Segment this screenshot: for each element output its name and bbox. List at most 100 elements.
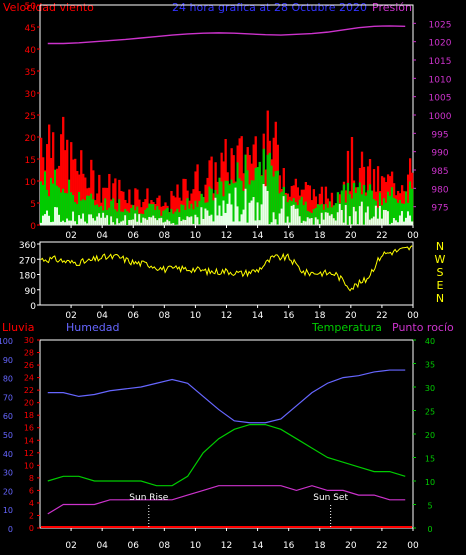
wind-avg-bar xyxy=(90,193,93,225)
wind-low-bar xyxy=(182,219,185,225)
wind-gust-bar xyxy=(176,184,179,225)
wind-avg-bar xyxy=(74,202,77,225)
wind-gust-bar xyxy=(102,187,105,225)
wind-avg-bar xyxy=(164,209,167,225)
wind-low-bar xyxy=(206,210,209,225)
wind-avg-bar xyxy=(332,205,336,225)
wind-avg-bar xyxy=(50,177,53,225)
wind-avg-bar xyxy=(256,167,259,225)
wind-avg-bar xyxy=(284,194,287,225)
wind-low-bar xyxy=(178,217,181,225)
wind-low-bar xyxy=(74,221,77,225)
wind-low-bar xyxy=(400,211,404,225)
wind-low-bar xyxy=(278,213,281,225)
wind-gust-bar xyxy=(294,178,297,225)
wind-low-bar xyxy=(132,219,135,225)
wind-low-bar xyxy=(224,212,227,225)
wind-avg-bar xyxy=(62,188,65,225)
wind-avg-bar xyxy=(376,207,380,225)
wind-avg-bar xyxy=(184,209,187,225)
wind-low-bar xyxy=(326,212,330,225)
sun-set-label: Sun Set xyxy=(313,493,348,503)
rain-tick-label: 2 xyxy=(29,511,34,520)
wind-avg-bar xyxy=(336,192,340,225)
sun-rise-label: Sun Rise xyxy=(129,493,168,503)
wind-gust-bar xyxy=(142,201,145,225)
wind-avg-bar xyxy=(130,208,133,225)
rain-tick-label: 24 xyxy=(24,374,34,383)
wind-low-bar xyxy=(318,223,322,225)
direction-tick-label: 0 xyxy=(30,302,36,312)
wind-avg-bar xyxy=(60,192,63,225)
wind-low-bar xyxy=(338,204,342,225)
direction-x-tick-label: 06 xyxy=(128,311,140,321)
wind-avg-bar xyxy=(208,186,211,225)
wind-gust-bar xyxy=(184,178,187,225)
wind-avg-bar xyxy=(158,209,161,225)
wind-low-bar xyxy=(382,209,386,225)
wind-low-bar xyxy=(376,218,380,225)
wind-low-bar xyxy=(154,218,157,225)
wind-avg-bar xyxy=(78,191,81,225)
wind-low-bar xyxy=(42,215,45,225)
wind-low-bar xyxy=(180,221,183,225)
wind-low-bar xyxy=(214,197,217,225)
humidity-x-tick-label: 22 xyxy=(376,541,387,551)
temperature-tick-label: 20 xyxy=(425,431,435,440)
wind-avg-bar xyxy=(260,175,263,225)
temperature-line xyxy=(47,424,406,487)
wind-avg-bar xyxy=(112,198,115,225)
direction-x-tick-label: 20 xyxy=(345,311,357,321)
wind-avg-bar xyxy=(388,195,392,225)
wind-tick-label: 35 xyxy=(25,68,36,78)
wind-avg-bar xyxy=(148,203,151,225)
wind-avg-bar xyxy=(254,167,257,225)
direction-x-tick-label: 00 xyxy=(407,311,419,321)
wind-gust-bar xyxy=(350,136,354,225)
wind-low-bar xyxy=(232,221,235,225)
wind-avg-bar xyxy=(186,198,189,225)
wind-x-tick-label: 14 xyxy=(252,231,264,241)
wind-low-bar xyxy=(236,206,239,225)
wind-low-bar xyxy=(170,223,173,225)
compass-label: N xyxy=(436,292,444,305)
wind-avg-bar xyxy=(350,198,354,225)
wind-low-bar xyxy=(202,218,205,225)
wind-avg-bar xyxy=(408,181,412,225)
wind-avg-bar xyxy=(216,194,219,225)
wind-low-bar xyxy=(128,220,131,225)
wind-low-bar xyxy=(166,219,169,225)
wind-low-bar xyxy=(274,219,277,225)
humidity-x-tick-label: 18 xyxy=(314,541,326,551)
wind-gust-bar xyxy=(240,136,243,225)
wind-low-bar xyxy=(322,219,326,225)
wind-low-bar xyxy=(210,214,213,225)
wind-low-bar xyxy=(68,220,71,225)
wind-low-bar xyxy=(168,221,171,225)
wind-x-tick-label: 18 xyxy=(314,231,326,241)
wind-gust-bar xyxy=(138,199,141,225)
wind-gust-bar xyxy=(376,166,380,225)
wind-avg-bar xyxy=(44,171,47,225)
wind-avg-bar xyxy=(362,184,366,225)
wind-low-bar xyxy=(44,214,47,225)
wind-avg-bar xyxy=(402,203,406,225)
wind-gust-bar xyxy=(122,191,125,225)
wind-low-bar xyxy=(140,222,143,225)
wind-gust-bar xyxy=(372,169,376,225)
wind-gust-bar xyxy=(182,178,185,225)
wind-low-bar xyxy=(112,222,115,225)
wind-low-bar xyxy=(80,218,83,225)
wind-low-bar xyxy=(324,212,328,225)
wind-low-bar xyxy=(302,220,306,225)
wind-avg-bar xyxy=(238,178,241,225)
wind-avg-bar xyxy=(192,209,195,225)
humidity-x-tick-label: 06 xyxy=(128,541,140,551)
wind-gust-bar xyxy=(206,177,209,225)
wind-gust-bar xyxy=(48,124,51,225)
wind-avg-bar xyxy=(266,154,269,225)
wind-low-bar xyxy=(240,214,243,225)
wind-avg-bar xyxy=(180,204,183,225)
wind-avg-bar xyxy=(46,189,49,225)
wind-avg-bar xyxy=(146,207,149,225)
